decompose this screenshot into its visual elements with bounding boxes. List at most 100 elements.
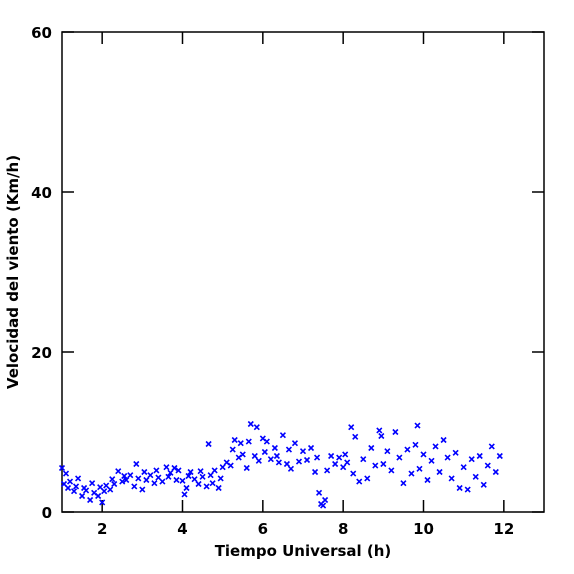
x-tick-label: 10: [413, 520, 434, 538]
data-point: [295, 458, 303, 465]
data-point: [261, 448, 268, 456]
data-point: [344, 459, 351, 466]
data-point: [79, 492, 86, 500]
data-point: [95, 492, 102, 500]
data-point: [263, 438, 270, 445]
data-point: [372, 462, 379, 469]
data-point: [151, 480, 158, 487]
data-point: [72, 483, 80, 490]
data-point: [165, 473, 172, 480]
data-point: [376, 427, 383, 434]
data-point: [283, 460, 290, 468]
data-point: [328, 452, 335, 460]
data-point: [456, 484, 463, 492]
data-point: [360, 456, 367, 463]
data-point: [364, 475, 371, 482]
y-tick-label: 60: [31, 24, 52, 42]
data-point: [299, 448, 307, 455]
data-point: [195, 480, 202, 488]
data-point: [133, 460, 140, 468]
data-point: [436, 468, 443, 476]
data-point: [348, 424, 355, 431]
data-point: [191, 476, 198, 483]
data-point: [70, 488, 78, 495]
y-tick-label: 0: [42, 504, 52, 522]
data-point: [101, 488, 108, 495]
data-point: [420, 451, 427, 458]
data-point: [448, 475, 455, 482]
data-point: [444, 454, 451, 461]
y-axis-label: Velocidad del viento (Km/h): [4, 155, 22, 389]
x-tick-label: 2: [97, 520, 107, 538]
data-point: [492, 468, 499, 476]
data-point: [115, 468, 122, 475]
data-point: [404, 446, 411, 453]
data-point: [219, 464, 226, 471]
x-tick-label: 6: [258, 520, 268, 538]
data-point: [396, 454, 403, 461]
data-point: [75, 475, 82, 482]
data-point: [303, 456, 311, 464]
data-point: [484, 462, 491, 469]
data-point: [273, 452, 280, 460]
data-point: [392, 428, 399, 436]
data-point: [414, 422, 421, 429]
data-point: [424, 476, 431, 484]
data-point: [412, 441, 419, 448]
data-point: [243, 464, 250, 472]
x-tick-label: 4: [177, 520, 187, 538]
data-point: [340, 464, 347, 471]
data-point: [468, 456, 475, 463]
data-point: [127, 472, 134, 479]
data-point: [237, 440, 244, 447]
data-point: [279, 432, 286, 439]
data-point: [488, 443, 495, 450]
data-point: [322, 496, 329, 504]
data-point: [332, 460, 339, 468]
data-point: [179, 477, 186, 484]
data-point: [131, 483, 138, 490]
data-point: [247, 420, 254, 428]
data-point: [253, 424, 260, 431]
data-point: [181, 491, 188, 498]
data-point: [58, 464, 66, 472]
data-point: [452, 449, 459, 456]
data-point: [64, 484, 72, 492]
data-point: [316, 489, 323, 496]
data-point: [209, 480, 216, 487]
data-point: [87, 496, 94, 504]
data-point: [307, 444, 315, 452]
data-point: [368, 444, 375, 452]
data-point: [107, 486, 114, 493]
x-tick-label: 8: [338, 520, 348, 538]
data-point: [440, 436, 447, 444]
data-point: [217, 475, 224, 482]
data-point: [111, 480, 118, 488]
data-point: [185, 472, 192, 480]
data-point: [153, 467, 160, 474]
data-point: [311, 468, 319, 476]
data-point: [135, 475, 142, 482]
data-point: [384, 448, 391, 455]
data-point: [255, 457, 262, 464]
data-point: [496, 452, 503, 460]
data-point: [271, 444, 278, 452]
data-point: [175, 467, 182, 474]
x-axis-label: Tiempo Universal (h): [215, 542, 392, 560]
data-point: [66, 478, 74, 485]
data-point: [109, 476, 116, 483]
data-point: [215, 484, 222, 492]
data-point: [139, 486, 146, 493]
data-point: [83, 487, 90, 494]
data-point: [320, 502, 327, 509]
data-point: [62, 470, 70, 477]
data-point: [203, 483, 210, 490]
data-point: [476, 452, 483, 460]
data-point: [167, 469, 174, 476]
data-point: [89, 480, 96, 487]
data-point: [119, 478, 126, 485]
data-point: [472, 473, 479, 480]
data-point: [350, 470, 357, 477]
data-point: [121, 472, 128, 480]
